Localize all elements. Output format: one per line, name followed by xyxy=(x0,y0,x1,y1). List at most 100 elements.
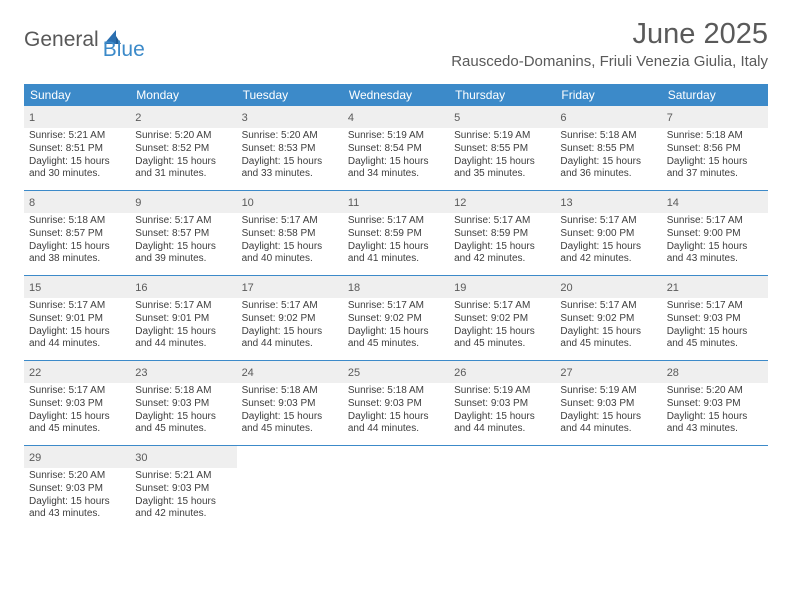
day-cell xyxy=(662,446,768,530)
day-cell: 7Sunrise: 5:18 AMSunset: 8:56 PMDaylight… xyxy=(662,106,768,190)
day-number: 4 xyxy=(348,112,354,124)
day-number: 27 xyxy=(560,367,572,379)
day-number: 7 xyxy=(667,112,673,124)
sunrise-text: Sunrise: 5:17 AM xyxy=(454,215,550,228)
daylight-text: Daylight: 15 hours xyxy=(560,156,656,169)
daylight-text: Daylight: 15 hours xyxy=(348,241,444,254)
daynum-row: 1 xyxy=(24,106,130,128)
day-cell xyxy=(343,446,449,530)
daylight-text: and 34 minutes. xyxy=(348,168,444,181)
daylight-text: Daylight: 15 hours xyxy=(29,411,125,424)
sunrise-text: Sunrise: 5:17 AM xyxy=(348,215,444,228)
daynum-row: 7 xyxy=(662,106,768,128)
day-number: 3 xyxy=(242,112,248,124)
daynum-row: 5 xyxy=(449,106,555,128)
daynum-row: 8 xyxy=(24,191,130,213)
sunrise-text: Sunrise: 5:21 AM xyxy=(29,130,125,143)
sunset-text: Sunset: 8:55 PM xyxy=(560,143,656,156)
daylight-text: Daylight: 15 hours xyxy=(667,241,763,254)
day-header: Sunday xyxy=(24,84,130,106)
daynum-row: 6 xyxy=(555,106,661,128)
daylight-text: and 43 minutes. xyxy=(667,423,763,436)
daylight-text: Daylight: 15 hours xyxy=(667,326,763,339)
day-number: 5 xyxy=(454,112,460,124)
day-cell: 15Sunrise: 5:17 AMSunset: 9:01 PMDayligh… xyxy=(24,276,130,360)
day-cell: 5 Sunrise: 5:19 AMSunset: 8:55 PMDaylight… xyxy=(449,106,555,190)
week-row: 15Sunrise: 5:17 AMSunset: 9:01 PMDayligh… xyxy=(24,276,768,361)
day-cell: 1Sunrise: 5:21 AMSunset: 8:51 PMDaylight… xyxy=(24,106,130,190)
daylight-text: Daylight: 15 hours xyxy=(29,241,125,254)
logo: General Blue xyxy=(24,18,145,62)
day-header: Monday xyxy=(130,84,236,106)
day-cell: 14Sunrise: 5:17 AMSunset: 9:00 PMDayligh… xyxy=(662,191,768,275)
daynum-row: 3 xyxy=(237,106,343,128)
day-cell: 19Sunrise: 5:17 AMSunset: 9:02 PMDayligh… xyxy=(449,276,555,360)
day-cell: 16Sunrise: 5:17 AMSunset: 9:01 PMDayligh… xyxy=(130,276,236,360)
sunset-text: Sunset: 9:02 PM xyxy=(560,313,656,326)
daylight-text: Daylight: 15 hours xyxy=(348,156,444,169)
day-number: 25 xyxy=(348,367,360,379)
sunset-text: Sunset: 9:03 PM xyxy=(135,398,231,411)
day-cell: 3 Sunrise: 5:20 AMSunset: 8:53 PMDaylight… xyxy=(237,106,343,190)
day-cell: 25Sunrise: 5:18 AMSunset: 9:03 PMDayligh… xyxy=(343,361,449,445)
daylight-text: and 35 minutes. xyxy=(454,168,550,181)
daylight-text: Daylight: 15 hours xyxy=(135,411,231,424)
day-cell: 11Sunrise: 5:17 AMSunset: 8:59 PMDayligh… xyxy=(343,191,449,275)
day-number: 9 xyxy=(135,197,141,209)
sunrise-text: Sunrise: 5:19 AM xyxy=(454,385,550,398)
sunset-text: Sunset: 8:57 PM xyxy=(29,228,125,241)
day-number: 30 xyxy=(135,452,147,464)
header: General Blue June 2025 Rauscedo-Domanins… xyxy=(0,0,792,74)
daylight-text: and 42 minutes. xyxy=(135,508,231,521)
sunset-text: Sunset: 9:03 PM xyxy=(242,398,338,411)
sunset-text: Sunset: 8:59 PM xyxy=(454,228,550,241)
logo-word1: General xyxy=(24,28,99,52)
daylight-text: Daylight: 15 hours xyxy=(135,156,231,169)
sunset-text: Sunset: 8:53 PM xyxy=(242,143,338,156)
sunset-text: Sunset: 9:03 PM xyxy=(135,483,231,496)
day-header: Tuesday xyxy=(237,84,343,106)
calendar: SundayMondayTuesdayWednesdayThursdayFrid… xyxy=(24,84,768,530)
day-cell: 17Sunrise: 5:17 AMSunset: 9:02 PMDayligh… xyxy=(237,276,343,360)
daylight-text: and 41 minutes. xyxy=(348,253,444,266)
daynum-row: 11 xyxy=(343,191,449,213)
day-number: 24 xyxy=(242,367,254,379)
sunrise-text: Sunrise: 5:18 AM xyxy=(560,130,656,143)
day-cell: 30Sunrise: 5:21 AMSunset: 9:03 PMDayligh… xyxy=(130,446,236,530)
daylight-text: Daylight: 15 hours xyxy=(560,411,656,424)
daylight-text: and 44 minutes. xyxy=(135,338,231,351)
day-number: 15 xyxy=(29,282,41,294)
sunset-text: Sunset: 8:58 PM xyxy=(242,228,338,241)
daylight-text: Daylight: 15 hours xyxy=(348,411,444,424)
day-number: 29 xyxy=(29,452,41,464)
sunrise-text: Sunrise: 5:19 AM xyxy=(454,130,550,143)
daylight-text: and 44 minutes. xyxy=(454,423,550,436)
daynum-row: 25 xyxy=(343,361,449,383)
daylight-text: Daylight: 15 hours xyxy=(667,411,763,424)
daylight-text: Daylight: 15 hours xyxy=(454,411,550,424)
day-cell: 29Sunrise: 5:20 AMSunset: 9:03 PMDayligh… xyxy=(24,446,130,530)
day-number: 13 xyxy=(560,197,572,209)
daylight-text: Daylight: 15 hours xyxy=(242,156,338,169)
daylight-text: and 37 minutes. xyxy=(667,168,763,181)
daynum-row: 15 xyxy=(24,276,130,298)
daynum-row: 12 xyxy=(449,191,555,213)
daynum-row: 2 xyxy=(130,106,236,128)
day-header: Saturday xyxy=(662,84,768,106)
daynum-row: 16 xyxy=(130,276,236,298)
week-row: 22Sunrise: 5:17 AMSunset: 9:03 PMDayligh… xyxy=(24,361,768,446)
daylight-text: and 40 minutes. xyxy=(242,253,338,266)
day-number: 22 xyxy=(29,367,41,379)
daylight-text: and 44 minutes. xyxy=(29,338,125,351)
day-cell: 24Sunrise: 5:18 AMSunset: 9:03 PMDayligh… xyxy=(237,361,343,445)
day-cell: 8Sunrise: 5:18 AMSunset: 8:57 PMDaylight… xyxy=(24,191,130,275)
daylight-text: Daylight: 15 hours xyxy=(348,326,444,339)
daylight-text: and 31 minutes. xyxy=(135,168,231,181)
daynum-row: 10 xyxy=(237,191,343,213)
day-cell: 18Sunrise: 5:17 AMSunset: 9:02 PMDayligh… xyxy=(343,276,449,360)
daylight-text: Daylight: 15 hours xyxy=(454,156,550,169)
sunrise-text: Sunrise: 5:20 AM xyxy=(242,130,338,143)
daylight-text: and 45 minutes. xyxy=(242,423,338,436)
location-text: Rauscedo-Domanins, Friuli Venezia Giulia… xyxy=(451,53,768,70)
sunset-text: Sunset: 8:55 PM xyxy=(454,143,550,156)
